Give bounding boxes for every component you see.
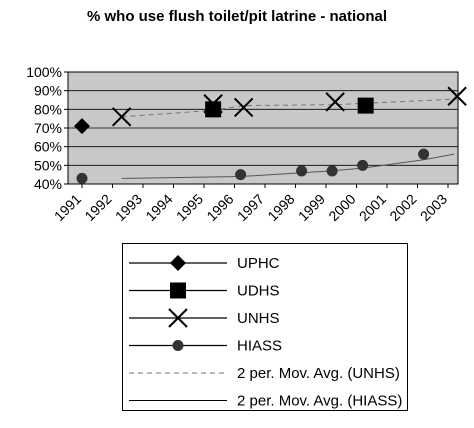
x-point: [203, 94, 223, 114]
circle-point: [235, 169, 247, 181]
x-point-stroke: [233, 97, 254, 118]
y-tick-label: 70%: [34, 120, 62, 136]
legend-item: UPHC: [129, 255, 280, 272]
circle-point: [418, 148, 430, 160]
x-tick-label: 1992: [81, 191, 114, 224]
series-uphc: [74, 118, 90, 135]
legend-label: 2 per. Mov. Avg. (UNHS): [237, 365, 400, 382]
x-point: [447, 86, 467, 106]
y-axis-ticks: 40% 50% 60% 70% 80% 90% 100%: [26, 64, 62, 192]
circle-point: [357, 159, 369, 171]
y-tick-label: 40%: [34, 176, 62, 192]
diamond-point: [74, 118, 90, 135]
y-tick-label: 100%: [26, 64, 62, 80]
legend-marker: [170, 255, 186, 271]
x-tick-label: 1999: [295, 191, 328, 224]
x-point-stroke: [447, 86, 467, 106]
x-point: [325, 92, 345, 112]
x-tick-label: 2000: [325, 191, 358, 224]
legend: UPHC UDHS UNHS HIASS 2 per. Mov. Avg. (UNHS)…: [122, 243, 408, 411]
x-tick-label: 1995: [173, 191, 206, 224]
legend-item: UDHS: [129, 282, 280, 300]
legend-entries: UPHC UDHS UNHS HIASS 2 per. Mov. Avg. (UNHS)…: [129, 255, 402, 410]
legend-marker-stroke: [168, 308, 188, 328]
x-point: [111, 107, 132, 127]
legend-label: UPHC: [237, 255, 280, 272]
series-hiass: [76, 148, 430, 184]
x-tick-label: 1991: [51, 191, 84, 224]
y-tick-label: 60%: [34, 139, 62, 155]
x-tick-label: 1994: [142, 191, 175, 224]
circle-point: [76, 172, 88, 184]
x-point-stroke: [203, 94, 223, 114]
legend-label: UNHS: [237, 310, 280, 327]
legend-marker: [172, 340, 184, 351]
y-tick-label: 50%: [34, 157, 62, 173]
legend-marker: [168, 308, 188, 328]
x-point: [233, 97, 254, 118]
legend-label: 2 per. Mov. Avg. (HIASS): [237, 393, 402, 410]
circle-point: [326, 165, 338, 177]
legend-item: 2 per. Mov. Avg. (HIASS): [129, 393, 402, 410]
y-tick-label: 90%: [34, 83, 62, 99]
square-point: [357, 97, 374, 114]
grid-lines: [64, 71, 458, 188]
x-tick-label: 1998: [264, 191, 297, 224]
chart-title: % who use flush toilet/pit latrine - nat…: [86, 8, 387, 25]
legend-item: 2 per. Mov. Avg. (UNHS): [129, 365, 400, 382]
x-axis-ticks: 1991199219931994199519961997199819992000…: [51, 191, 450, 224]
legend-label: HIASS: [237, 338, 282, 355]
x-tick-label: 1997: [234, 191, 267, 224]
series-udhs: [205, 97, 374, 118]
x-tick-label: 1996: [203, 191, 236, 224]
x-tick-label: 2003: [417, 191, 450, 224]
y-tick-label: 80%: [34, 101, 62, 117]
x-tick-label: 2002: [386, 191, 419, 224]
trend-line-0: [121, 98, 458, 118]
legend-item: HIASS: [129, 338, 282, 355]
legend-label: UDHS: [237, 283, 280, 300]
x-point-stroke: [325, 92, 345, 112]
series-layer: [74, 86, 467, 184]
legend-item: UNHS: [129, 308, 280, 328]
x-point-stroke: [111, 107, 132, 127]
x-tick-label: 1993: [112, 191, 145, 224]
legend-marker: [170, 282, 186, 299]
series-unhs: [111, 86, 467, 127]
circle-point: [296, 165, 308, 177]
square-point: [205, 101, 222, 118]
x-tick-label: 2001: [356, 191, 389, 224]
